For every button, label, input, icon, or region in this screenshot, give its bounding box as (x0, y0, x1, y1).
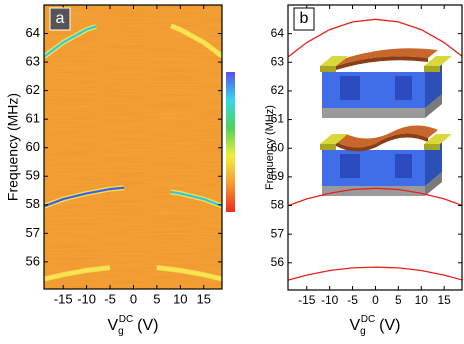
ridge (44, 266, 111, 281)
x-tick-label: 15 (196, 291, 210, 306)
x-label-superscript: DC (361, 314, 375, 325)
y-tick-label: 64 (26, 25, 40, 40)
device-illustration (320, 125, 452, 196)
x-tick-label: -10 (321, 293, 339, 307)
y-tick-label: 56 (26, 253, 40, 268)
x-tick-label: -5 (104, 291, 116, 306)
x-label-base: V (349, 317, 360, 334)
y-tick-label: 57 (26, 225, 40, 240)
panel-label-box (293, 7, 315, 31)
y-tick-label: 64 (271, 26, 285, 40)
y-tick-label: 61 (271, 112, 285, 126)
device-illustration (320, 48, 452, 118)
y-tick-label: 62 (26, 82, 40, 97)
x-tick-label: -5 (347, 293, 358, 307)
y-tick-label: 56 (271, 255, 285, 269)
x-tick-label: -15 (54, 291, 73, 306)
x-tick-label: 0 (372, 293, 379, 307)
x-tick-label: 5 (395, 293, 402, 307)
x-tick-label: 10 (173, 291, 187, 306)
y-axis-label: Frequency (MHz) (264, 105, 276, 190)
y-tick-label: 58 (26, 196, 40, 211)
ridge (44, 25, 97, 58)
x-label-unit: (V) (379, 317, 400, 334)
y-tick-label: 61 (26, 111, 40, 126)
panel-label: a (56, 10, 65, 27)
y-tick-label: 59 (271, 169, 285, 183)
colorbar (226, 72, 235, 212)
y-tick-label: 63 (26, 54, 40, 69)
y-tick-label: 59 (26, 168, 40, 183)
x-tick-label: 15 (437, 293, 451, 307)
y-tick-label: 62 (271, 83, 285, 97)
x-tick-label: -15 (298, 293, 316, 307)
line (288, 18, 462, 58)
x-label-superscript: DC (119, 314, 133, 325)
x-label-unit: (V) (137, 317, 158, 334)
y-axis-label: Frequency (MHz) (5, 93, 21, 201)
x-label-base: V (107, 317, 118, 334)
heatmap-noise (44, 5, 222, 289)
x-tick-label: 0 (130, 291, 137, 306)
plot-area (288, 18, 462, 281)
x-axis-label: VgDC (V) (107, 314, 158, 337)
ridge (156, 266, 222, 281)
ridge (44, 186, 125, 208)
ridge (170, 190, 222, 208)
x-tick-label: -10 (77, 291, 96, 306)
y-tick-label: 60 (26, 139, 40, 154)
ridge (170, 24, 222, 58)
y-tick-label: 63 (271, 54, 285, 68)
y-tick-label: 57 (271, 226, 285, 240)
x-label-subscript: g (360, 326, 366, 337)
plot-area (44, 5, 222, 289)
x-tick-label: 10 (415, 293, 429, 307)
panel-label: b (300, 10, 309, 27)
panel-label-box (49, 7, 71, 31)
line (288, 266, 462, 281)
y-tick-label: 60 (271, 140, 285, 154)
x-axis-label: VgDC (V) (349, 314, 400, 337)
x-label-subscript: g (118, 326, 124, 337)
x-tick-label: 5 (153, 291, 160, 306)
y-tick-label: 58 (271, 198, 285, 212)
line (288, 187, 462, 207)
